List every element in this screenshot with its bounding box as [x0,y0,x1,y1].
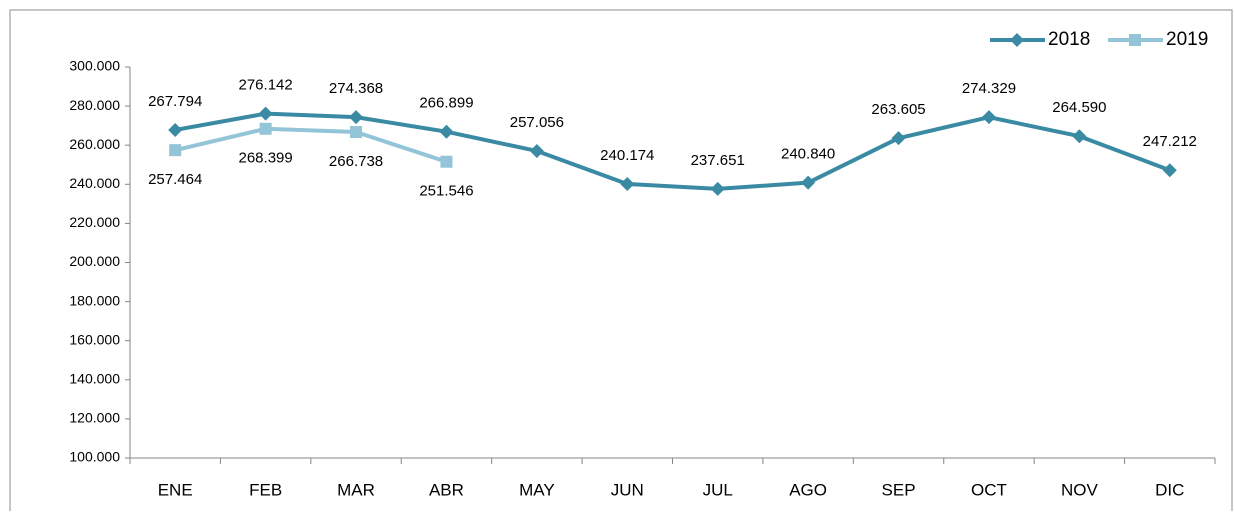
data-label: 276.142 [239,77,293,94]
x-tick-label: ENE [158,480,193,499]
x-tick-label: NOV [1061,480,1099,499]
x-tick-label: SEP [882,480,916,499]
data-label: 274.368 [329,80,383,97]
data-point [439,124,454,139]
data-point [1072,129,1087,144]
y-tick-label: 260.000 [69,136,120,152]
data-label: 240.174 [600,147,654,164]
y-tick-label: 240.000 [69,175,120,191]
data-point [529,143,544,158]
x-tick-label: AGO [789,480,827,499]
series-line [174,126,448,164]
data-point [350,126,363,139]
data-label: 247.212 [1143,133,1197,150]
x-tick-label: OCT [971,480,1007,499]
y-tick-label: 120.000 [69,410,120,426]
data-point [891,131,906,146]
data-point [168,122,183,137]
x-tick-label: JUN [611,480,644,499]
data-label: 266.899 [419,95,473,112]
data-label: 257.056 [510,114,564,131]
y-tick-label: 280.000 [69,97,120,113]
y-tick-label: 300.000 [69,58,120,74]
data-label: 266.738 [329,153,383,170]
y-tick-label: 100.000 [69,449,120,465]
series-line [174,111,1171,191]
data-label: 274.329 [962,80,1016,97]
y-tick-label: 160.000 [69,331,120,347]
y-tick-label: 180.000 [69,292,120,308]
chart-border [9,9,1233,516]
x-tick-label: FEB [249,480,282,499]
legend-marker [1129,34,1141,46]
data-label: 240.840 [781,146,835,163]
data-label: 267.794 [148,93,202,110]
data-point [620,176,635,191]
data-label: 268.399 [239,150,293,167]
data-point [981,110,996,125]
data-point [801,175,816,190]
x-tick-label: MAR [337,480,375,499]
legend-marker [1010,33,1024,47]
data-point [169,144,182,157]
data-label: 257.464 [148,171,202,188]
y-tick-label: 220.000 [69,214,120,230]
y-tick-label: 140.000 [69,371,120,387]
x-tick-label: MAY [519,480,555,499]
data-label: 263.605 [871,101,925,118]
legend-label: 2019 [1166,29,1208,50]
data-point [1162,163,1177,178]
x-tick-label: JUL [703,480,733,499]
data-point [258,106,273,121]
data-point [440,155,453,168]
legend-label: 2018 [1048,29,1090,50]
data-point [710,181,725,196]
x-tick-label: ABR [429,480,464,499]
y-tick-label: 200.000 [69,253,120,269]
data-label: 251.546 [419,183,473,200]
data-point [259,122,272,135]
data-label: 264.590 [1052,99,1106,116]
x-tick-label: DIC [1155,480,1184,499]
data-label: 237.651 [691,152,745,169]
data-point [349,110,364,125]
